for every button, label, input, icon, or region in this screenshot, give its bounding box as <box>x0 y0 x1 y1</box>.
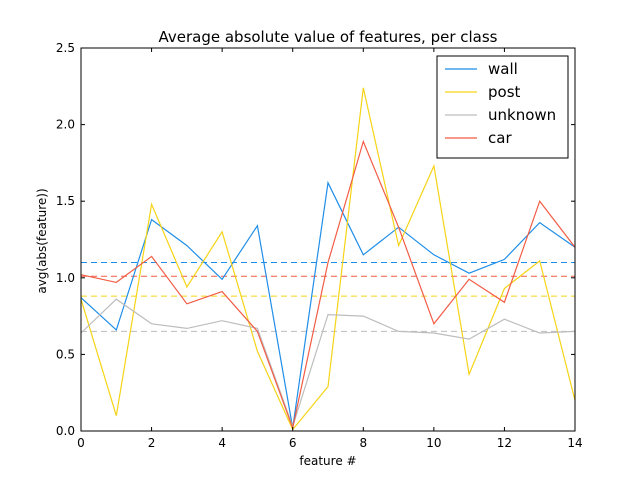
y-tick-label-2: 1.0 <box>56 271 75 285</box>
series-line-2 <box>80 298 576 429</box>
chart-title: Average absolute value of features, per … <box>158 28 497 46</box>
x-tick-label-3: 6 <box>289 436 297 450</box>
mean-lines <box>81 261 575 332</box>
plot-frame <box>80 47 576 432</box>
legend-label-2: unknown <box>488 106 556 124</box>
y-tick-label-0: 0.0 <box>56 424 75 438</box>
series-lines <box>80 87 576 431</box>
x-tick-label-1: 2 <box>148 436 156 450</box>
legend: wall post unknown car <box>436 55 569 159</box>
x-axis-title: feature # <box>299 454 356 468</box>
legend-box <box>436 55 569 159</box>
y-tick-label-5: 2.5 <box>56 41 75 55</box>
x-tick-label-4: 8 <box>359 436 367 450</box>
legend-label-0: wall <box>488 60 518 78</box>
legend-label-3: car <box>488 129 512 147</box>
x-tick-label-0: 0 <box>77 436 85 450</box>
legend-label-1: post <box>488 83 521 101</box>
series-line-1 <box>80 87 576 431</box>
x-tick-label-6: 12 <box>497 436 512 450</box>
x-tick-label-2: 4 <box>218 436 226 450</box>
axis-ticks: 0 2 4 6 8 10 12 14 0.0 0.5 1.0 1.5 2.0 2.5 <box>56 41 583 450</box>
x-tick-label-5: 10 <box>426 436 441 450</box>
x-tick-label-7: 14 <box>567 436 582 450</box>
y-axis-title: avg(abs(feature)) <box>35 188 49 293</box>
y-tick-label-3: 1.5 <box>56 194 75 208</box>
series-line-0 <box>80 180 576 429</box>
y-tick-label-4: 2.0 <box>56 118 75 132</box>
series-line-3 <box>80 139 576 431</box>
y-tick-label-1: 0.5 <box>56 347 75 361</box>
